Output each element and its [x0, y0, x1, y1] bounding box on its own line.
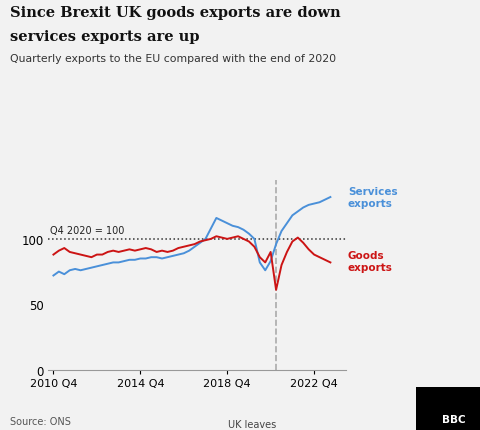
Text: Q4 2020 = 100: Q4 2020 = 100: [50, 225, 124, 235]
Text: Goods
exports: Goods exports: [348, 251, 393, 272]
Text: Services
exports: Services exports: [348, 187, 397, 209]
Text: services exports are up: services exports are up: [10, 30, 199, 44]
Text: UK leaves
single market
and customs
union: UK leaves single market and customs unio…: [219, 419, 286, 430]
Text: Since Brexit UK goods exports are down: Since Brexit UK goods exports are down: [10, 6, 340, 20]
Text: Quarterly exports to the EU compared with the end of 2020: Quarterly exports to the EU compared wit…: [10, 54, 336, 64]
Text: BBC: BBC: [442, 414, 466, 424]
Text: Source: ONS: Source: ONS: [10, 416, 71, 426]
